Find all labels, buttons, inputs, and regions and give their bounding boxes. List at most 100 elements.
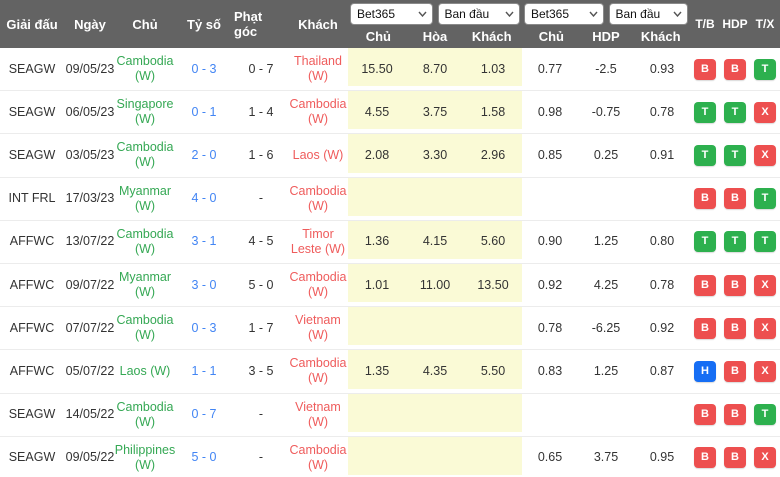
away-team-link[interactable]: Timor Leste (W) bbox=[290, 226, 346, 256]
score-link[interactable]: 0 - 3 bbox=[191, 320, 217, 335]
odds-highlight-bg bbox=[348, 263, 522, 303]
bookmaker-select-1x2-value: Bet365 bbox=[357, 7, 396, 21]
away-team-link[interactable]: Thailand (W) bbox=[294, 54, 342, 84]
tournament-cell: INT FRL bbox=[8, 191, 56, 206]
score-link[interactable]: 0 - 1 bbox=[191, 104, 217, 119]
home-team-link[interactable]: Cambodia (W) bbox=[116, 140, 174, 170]
odds-hdp-away-value: 0.87 bbox=[649, 363, 675, 378]
away-team-link[interactable]: Cambodia (W) bbox=[289, 97, 347, 127]
score-link[interactable]: 4 - 0 bbox=[191, 191, 217, 206]
odds-1x2-away-value: 5.60 bbox=[480, 234, 506, 249]
away-team-link[interactable]: Cambodia (W) bbox=[289, 442, 347, 472]
corners-cell: 5 - 0 bbox=[248, 277, 274, 292]
result-badges: T T T bbox=[690, 221, 780, 263]
home-team-link[interactable]: Singapore (W) bbox=[116, 97, 174, 127]
result-badge-tb: T bbox=[694, 144, 716, 166]
home-team-link[interactable]: Myanmar (W) bbox=[118, 270, 172, 300]
score-link[interactable]: 3 - 0 bbox=[191, 277, 217, 292]
badge-slot-tx: X bbox=[750, 274, 780, 296]
home-team-link[interactable]: Myanmar (W) bbox=[118, 183, 172, 213]
away-team-link[interactable]: Laos (W) bbox=[292, 147, 344, 162]
table-row: SEAGW 06/05/23 Singapore (W) 0 - 1 1 - 4… bbox=[0, 91, 780, 135]
home-team-link[interactable]: Cambodia (W) bbox=[116, 313, 174, 343]
home-team-link[interactable]: Cambodia (W) bbox=[116, 54, 174, 84]
odds-1x2-away-value: 2.96 bbox=[480, 147, 506, 162]
odds-highlight-bg bbox=[348, 220, 522, 259]
odds-1x2-cell: 4.55 3.75 1.58 bbox=[348, 91, 522, 133]
subcol-1x2-away: Khách bbox=[471, 29, 512, 44]
badge-slot-hdp: B bbox=[720, 404, 750, 426]
odds-hdp-cell: 0.77 -2.5 0.93 bbox=[522, 48, 690, 90]
odds-highlight-bg bbox=[348, 177, 522, 216]
odds-1x2-away-value: 5.50 bbox=[480, 363, 506, 378]
home-team-link[interactable]: Laos (W) bbox=[119, 363, 171, 378]
score-link[interactable]: 2 - 0 bbox=[191, 147, 217, 162]
odds-hdp-line-value: -6.25 bbox=[591, 320, 621, 335]
chevron-down-icon bbox=[417, 11, 427, 17]
badge-slot-hdp: B bbox=[720, 360, 750, 382]
badge-slot-tb: H bbox=[690, 360, 720, 382]
chevron-down-icon bbox=[588, 11, 598, 17]
home-team-link[interactable]: Cambodia (W) bbox=[116, 399, 174, 429]
result-badge-tb: B bbox=[694, 188, 716, 210]
odds-1x2-away-value: 1.03 bbox=[480, 61, 506, 76]
result-badge-tx: T bbox=[754, 231, 776, 253]
result-badge-tx: X bbox=[754, 101, 776, 123]
date-cell: 13/07/22 bbox=[65, 234, 115, 249]
bookmaker-select-hdp-value: Bet365 bbox=[531, 7, 570, 21]
result-badge-hdp: T bbox=[724, 101, 746, 123]
col-header-home: Chủ bbox=[132, 16, 158, 32]
home-team-link[interactable]: Philippines (W) bbox=[114, 442, 176, 472]
away-team-link[interactable]: Cambodia (W) bbox=[289, 270, 347, 300]
odds-highlight-bg bbox=[348, 307, 522, 346]
result-badges: T T X bbox=[690, 91, 780, 133]
badge-slot-tx: T bbox=[750, 231, 780, 253]
subcol-1x2-home: Chủ bbox=[365, 29, 391, 44]
table-row: SEAGW 09/05/22 Philippines (W) 5 - 0 - C… bbox=[0, 436, 780, 477]
col-header-tb: T/B bbox=[695, 17, 715, 31]
table-row: INT FRL 17/03/23 Myanmar (W) 4 - 0 - Cam… bbox=[0, 177, 780, 221]
tournament-cell: SEAGW bbox=[8, 104, 56, 119]
odds-hdp-cell bbox=[522, 178, 690, 220]
chevron-down-icon bbox=[505, 11, 514, 17]
score-link[interactable]: 5 - 0 bbox=[191, 450, 217, 465]
result-badges: B B T bbox=[690, 178, 780, 220]
subcol-hdp-away: Khách bbox=[640, 29, 681, 44]
result-badge-tx: X bbox=[754, 317, 776, 339]
market-select-1x2-value: Ban đầu bbox=[444, 7, 490, 21]
odds-hdp-cell: 0.98 -0.75 0.78 bbox=[522, 91, 690, 133]
away-team-link[interactable]: Cambodia (W) bbox=[289, 183, 347, 213]
market-select-1x2[interactable]: Ban đầu bbox=[437, 3, 520, 25]
col-header-hdp: HDP bbox=[722, 17, 748, 31]
away-team-link[interactable]: Vietnam (W) bbox=[295, 313, 341, 343]
result-badge-tx: X bbox=[754, 447, 776, 469]
col-header-away: Khách bbox=[298, 16, 338, 32]
away-team-link[interactable]: Vietnam (W) bbox=[295, 399, 341, 429]
odds-hdp-home-value: 0.77 bbox=[537, 61, 563, 76]
odds-1x2-cell bbox=[348, 393, 522, 436]
result-badge-tb: B bbox=[694, 404, 716, 426]
table-row: AFFWC 07/07/22 Cambodia (W) 0 - 3 1 - 7 … bbox=[0, 307, 780, 351]
home-team-link[interactable]: Cambodia (W) bbox=[116, 226, 174, 256]
subcol-hdp-line: HDP bbox=[592, 29, 620, 44]
bookmaker-select-hdp[interactable]: Bet365 bbox=[524, 3, 604, 25]
away-team-link[interactable]: Cambodia (W) bbox=[289, 356, 347, 386]
badge-slot-hdp: T bbox=[720, 101, 750, 123]
score-link[interactable]: 3 - 1 bbox=[191, 234, 217, 249]
corners-cell: - bbox=[258, 407, 264, 422]
odds-hdp-away-value: 0.92 bbox=[649, 320, 675, 335]
date-cell: 17/03/23 bbox=[65, 191, 115, 206]
score-link[interactable]: 0 - 3 bbox=[191, 61, 217, 76]
market-select-hdp[interactable]: Ban đầu bbox=[608, 3, 688, 25]
corners-cell: 0 - 7 bbox=[248, 61, 274, 76]
badge-slot-hdp: T bbox=[720, 231, 750, 253]
result-badge-hdp: B bbox=[724, 274, 746, 296]
score-link[interactable]: 1 - 1 bbox=[191, 363, 217, 378]
score-link[interactable]: 0 - 7 bbox=[191, 407, 217, 422]
odds-hdp-home-value: 0.78 bbox=[537, 320, 563, 335]
table-header: Giải đấu Ngày Chủ Tỷ số Phạt góc Khách B… bbox=[0, 0, 780, 48]
odds-1x2-home-value: 1.35 bbox=[364, 363, 390, 378]
odds-hdp-line-value: 4.25 bbox=[593, 277, 619, 292]
bookmaker-select-1x2[interactable]: Bet365 bbox=[350, 3, 433, 25]
